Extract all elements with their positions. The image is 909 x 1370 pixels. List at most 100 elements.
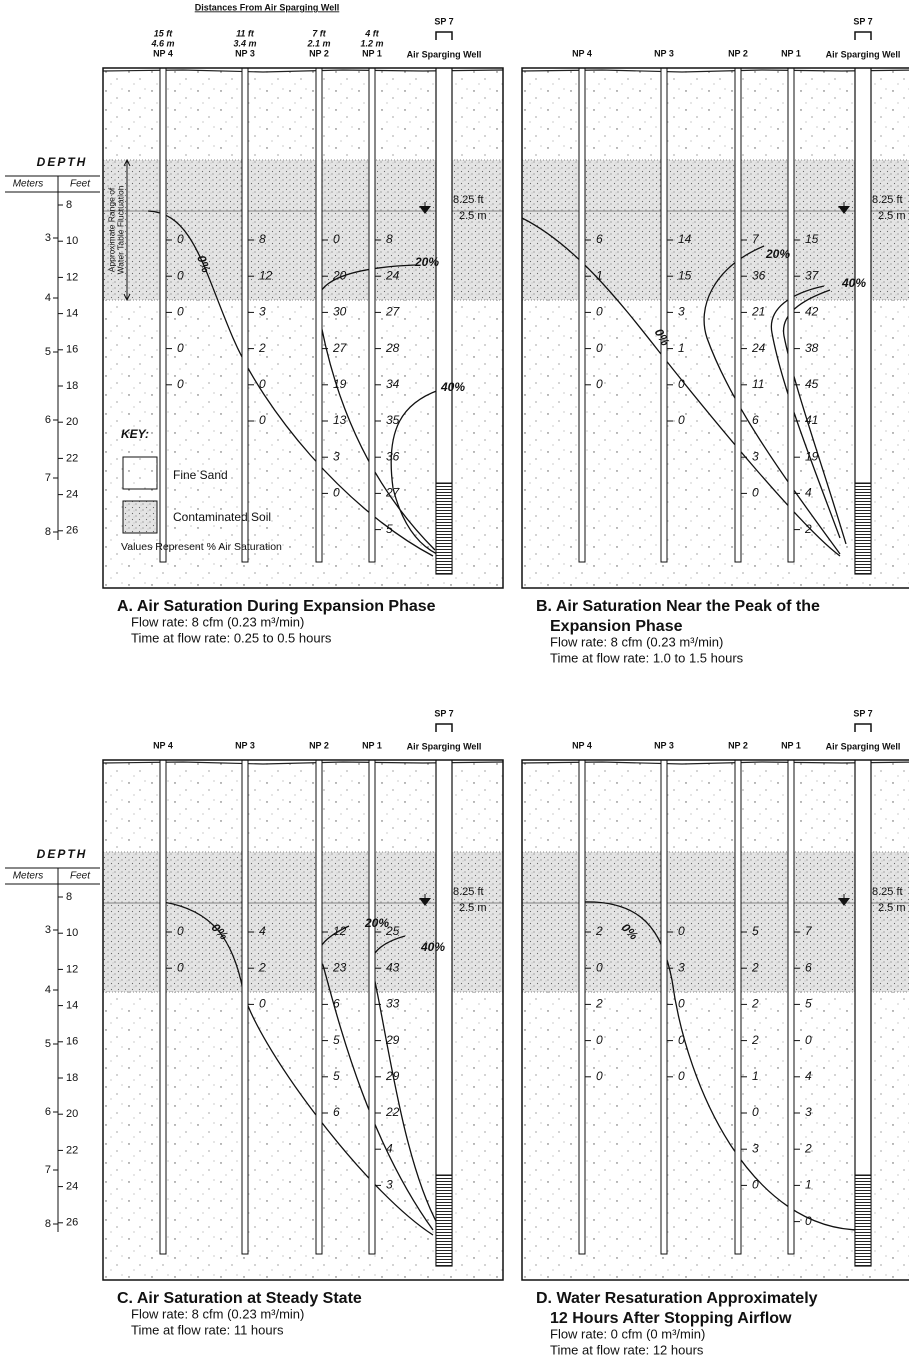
meter-tick-label: 8 — [45, 526, 51, 538]
monitoring-well — [734, 760, 742, 1255]
saturation-value: 29 — [385, 1069, 400, 1083]
saturation-value: 25 — [385, 924, 400, 938]
panel-body: 0000081232000203027191330824272834353627… — [103, 68, 503, 588]
saturation-value: 0 — [259, 377, 266, 391]
contour-label: 40% — [420, 940, 445, 954]
feet-tick-label: 26 — [66, 1217, 78, 1229]
saturation-value: 24 — [751, 341, 766, 355]
feet-tick-label: 10 — [66, 235, 78, 247]
caption-title: C. Air Saturation at Steady State — [117, 1290, 362, 1307]
saturation-value: 0 — [259, 997, 266, 1011]
feet-tick-label: 14 — [66, 1000, 78, 1012]
saturation-value: 3 — [333, 449, 340, 463]
feet-tick-label: 24 — [66, 489, 78, 501]
caption-line: Time at flow rate: 0.25 to 0.5 hours — [131, 630, 332, 645]
saturation-value: 4 — [805, 486, 812, 500]
sp-name: SP 7 — [434, 708, 453, 718]
water-table-m: 2.5 m — [878, 210, 906, 222]
saturation-value: 1 — [805, 1178, 812, 1192]
saturation-value: 3 — [678, 960, 685, 974]
saturation-value: 2 — [804, 522, 812, 536]
saturation-value: 3 — [678, 305, 685, 319]
caption-line: Flow rate: 0 cfm (0 m³/min) — [550, 1326, 705, 1341]
saturation-value: 14 — [678, 232, 692, 246]
saturation-value: 4 — [386, 1141, 393, 1155]
distances-title: Distances From Air Sparging Well — [195, 2, 340, 12]
feet-tick-label: 24 — [66, 1181, 78, 1193]
feet-tick-label: 22 — [66, 452, 78, 464]
well-name: NP 2 — [309, 48, 329, 58]
water-table-marker — [838, 206, 850, 214]
caption-line: Flow rate: 8 cfm (0.23 m³/min) — [131, 1306, 304, 1321]
well-name: NP 1 — [362, 48, 382, 58]
saturation-value: 15 — [678, 268, 692, 282]
feet-tick-label: 18 — [66, 380, 78, 392]
saturation-value: 13 — [333, 413, 347, 427]
saturation-value: 27 — [385, 486, 401, 500]
saturation-value: 0 — [805, 1214, 812, 1228]
contour-line — [703, 245, 841, 555]
distance-ft: 11 ft — [236, 28, 255, 38]
panel-frame — [521, 67, 909, 589]
saturation-value: 0 — [596, 341, 603, 355]
monitoring-well — [241, 760, 249, 1255]
well-name: NP 2 — [309, 740, 329, 750]
sp-caption: Air Sparging Well — [826, 741, 901, 751]
meter-tick-label: 4 — [45, 292, 51, 304]
saturation-value: 0 — [333, 232, 340, 246]
arrow-head — [123, 158, 131, 302]
saturation-value: 0 — [177, 268, 184, 282]
water-table-m: 2.5 m — [459, 210, 487, 222]
panel-frame — [102, 759, 504, 1281]
water-table-m: 2.5 m — [878, 902, 906, 914]
feet-tick-label: 20 — [66, 416, 78, 428]
saturation-value: 8 — [259, 232, 266, 246]
well-screen — [854, 1174, 872, 1267]
saturation-value: 7 — [752, 232, 760, 246]
water-table-ft: 8.25 ft — [872, 194, 903, 206]
fine-sand — [522, 71, 909, 588]
well-name: NP 1 — [362, 740, 382, 750]
monitoring-well — [578, 68, 586, 563]
well-screen — [435, 482, 453, 575]
contour-line — [390, 389, 440, 555]
sp-name: SP 7 — [853, 708, 872, 718]
saturation-value: 36 — [752, 268, 766, 282]
well-cap — [854, 723, 872, 732]
caption-line: Time at flow rate: 12 hours — [550, 1342, 704, 1357]
distance-m: 4.6 m — [150, 38, 174, 48]
well-name: NP 1 — [781, 48, 801, 58]
feet-tick-label: 18 — [66, 1072, 78, 1084]
well-screen — [854, 482, 872, 575]
saturation-value: 29 — [385, 1033, 400, 1047]
panel-body: 6100014153100736212411630153742384541194… — [522, 68, 909, 588]
meter-tick-label: 7 — [45, 472, 51, 484]
saturation-value: 0 — [678, 924, 685, 938]
caption-title: D. Water Resaturation Approximately — [536, 1290, 818, 1307]
contour-line — [581, 901, 863, 1231]
saturation-value: 15 — [805, 232, 819, 246]
saturation-value: 0 — [177, 924, 184, 938]
feet-tick-label: 16 — [66, 344, 78, 356]
saturation-value: 38 — [805, 341, 819, 355]
saturation-value: 0 — [177, 960, 184, 974]
sp-name: SP 7 — [434, 16, 453, 26]
saturation-value: 5 — [333, 1033, 340, 1047]
contour-label: 40% — [440, 380, 465, 394]
saturation-value: 3 — [752, 1141, 759, 1155]
saturation-value: 0 — [596, 305, 603, 319]
panel-frame — [102, 67, 504, 589]
monitoring-well — [660, 68, 668, 563]
feet-tick-label: 26 — [66, 525, 78, 537]
distance-ft: 15 ft — [154, 28, 174, 38]
well-cap — [435, 723, 453, 732]
sp-caption: Air Sparging Well — [407, 741, 482, 751]
meter-tick-label: 7 — [45, 1164, 51, 1176]
saturation-value: 0 — [678, 997, 685, 1011]
caption-title: A. Air Saturation During Expansion Phase — [117, 598, 436, 615]
water-table-marker — [838, 898, 850, 906]
